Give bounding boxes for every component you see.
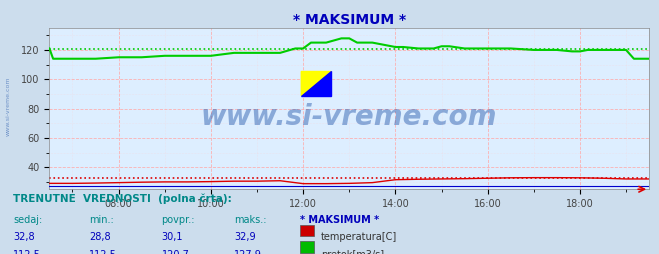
Text: 32,8: 32,8	[13, 232, 35, 242]
Polygon shape	[301, 71, 331, 96]
Text: sedaj:: sedaj:	[13, 215, 42, 225]
Bar	[300, 225, 314, 236]
Bar	[300, 241, 314, 253]
Text: www.si-vreme.com: www.si-vreme.com	[5, 77, 11, 136]
Text: 120,7: 120,7	[161, 249, 189, 254]
Text: 28,8: 28,8	[89, 232, 111, 242]
Text: min.:: min.:	[89, 215, 114, 225]
Text: maks.:: maks.:	[234, 215, 266, 225]
Polygon shape	[301, 71, 331, 96]
Text: povpr.:: povpr.:	[161, 215, 195, 225]
Text: 32,9: 32,9	[234, 232, 256, 242]
Text: temperatura[C]: temperatura[C]	[321, 232, 397, 242]
Text: 112,5: 112,5	[13, 249, 41, 254]
Text: pretok[m3/s]: pretok[m3/s]	[321, 249, 384, 254]
Text: 112,5: 112,5	[89, 249, 117, 254]
Text: * MAKSIMUM *: * MAKSIMUM *	[300, 215, 379, 225]
Text: 127,9: 127,9	[234, 249, 262, 254]
Text: TRENUTNE  VREDNOSTI  (polna črta):: TRENUTNE VREDNOSTI (polna črta):	[13, 194, 232, 204]
Text: www.si-vreme.com: www.si-vreme.com	[201, 103, 498, 131]
Text: 30,1: 30,1	[161, 232, 183, 242]
Title: * MAKSIMUM *: * MAKSIMUM *	[293, 13, 406, 27]
